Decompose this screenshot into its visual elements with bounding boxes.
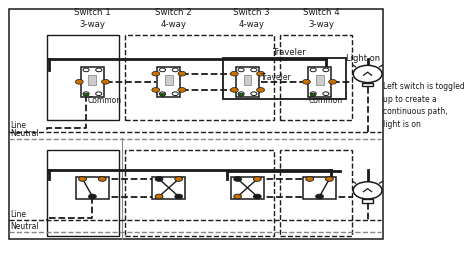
Text: Common: Common — [308, 96, 342, 105]
Text: Switch 3: Switch 3 — [234, 8, 270, 17]
Circle shape — [175, 177, 182, 181]
Circle shape — [83, 92, 89, 95]
Bar — [153, 177, 185, 199]
Circle shape — [159, 68, 165, 72]
Circle shape — [89, 194, 96, 199]
Circle shape — [178, 88, 186, 92]
Text: Left switch is toggled
up to create a
continuous path,
light is on: Left switch is toggled up to create a co… — [383, 82, 465, 129]
Text: 3-way: 3-way — [80, 20, 105, 29]
Bar — [316, 75, 324, 85]
Circle shape — [234, 194, 242, 199]
Circle shape — [316, 194, 323, 199]
Text: Switch 4: Switch 4 — [303, 8, 340, 17]
Circle shape — [254, 177, 261, 181]
Circle shape — [234, 177, 242, 181]
Circle shape — [306, 177, 314, 181]
Text: Switch 2: Switch 2 — [155, 8, 191, 17]
Circle shape — [155, 177, 163, 181]
Bar — [46, 150, 118, 236]
Text: Neutral: Neutral — [10, 129, 39, 138]
Circle shape — [238, 68, 244, 72]
Circle shape — [310, 92, 316, 95]
Circle shape — [96, 92, 102, 95]
Text: Line: Line — [10, 121, 26, 130]
Text: Common: Common — [87, 96, 121, 105]
Circle shape — [326, 177, 333, 181]
Bar — [81, 67, 104, 97]
Circle shape — [230, 71, 238, 76]
Circle shape — [256, 71, 264, 76]
Circle shape — [328, 79, 337, 84]
Circle shape — [79, 177, 87, 181]
Bar — [236, 67, 259, 97]
Circle shape — [238, 93, 244, 96]
Circle shape — [101, 79, 109, 84]
Circle shape — [323, 92, 329, 95]
Text: Switch 1: Switch 1 — [74, 8, 111, 17]
Circle shape — [310, 93, 316, 96]
Bar — [125, 150, 273, 236]
Text: Line: Line — [10, 210, 26, 219]
Bar — [76, 177, 109, 199]
Bar — [280, 150, 352, 236]
Bar — [308, 67, 331, 97]
Circle shape — [251, 68, 257, 72]
Bar — [46, 35, 118, 120]
Circle shape — [159, 92, 165, 95]
Circle shape — [83, 93, 89, 96]
Circle shape — [98, 177, 106, 181]
Text: Neutral: Neutral — [10, 222, 39, 231]
Circle shape — [178, 71, 186, 76]
Text: Light on: Light on — [346, 54, 380, 63]
Text: 3-way: 3-way — [309, 20, 335, 29]
Text: 4-way: 4-way — [239, 20, 265, 29]
Bar — [231, 177, 264, 199]
Bar — [165, 75, 173, 85]
Circle shape — [353, 65, 382, 83]
Text: 4-way: 4-way — [160, 20, 186, 29]
Bar — [9, 8, 383, 239]
Circle shape — [160, 93, 165, 96]
Circle shape — [152, 88, 160, 92]
Bar — [280, 35, 352, 120]
Circle shape — [155, 194, 163, 199]
Circle shape — [230, 88, 238, 92]
Text: Traveler: Traveler — [272, 48, 306, 57]
Circle shape — [256, 88, 264, 92]
Circle shape — [96, 68, 102, 72]
Bar — [89, 75, 96, 85]
Circle shape — [254, 194, 261, 199]
Circle shape — [175, 194, 182, 199]
Circle shape — [172, 92, 178, 95]
Bar — [244, 75, 251, 85]
Bar — [362, 199, 374, 203]
Circle shape — [75, 79, 83, 84]
Circle shape — [302, 79, 310, 84]
Circle shape — [251, 92, 257, 95]
Bar — [303, 177, 336, 199]
Bar — [157, 67, 180, 97]
Circle shape — [83, 68, 89, 72]
Circle shape — [353, 182, 382, 199]
Bar — [125, 35, 273, 120]
Circle shape — [238, 92, 244, 95]
Circle shape — [152, 71, 160, 76]
Bar — [223, 58, 346, 99]
Text: Traveler: Traveler — [261, 73, 292, 82]
Circle shape — [310, 68, 316, 72]
Circle shape — [323, 68, 329, 72]
Circle shape — [172, 68, 178, 72]
Bar — [362, 83, 374, 87]
